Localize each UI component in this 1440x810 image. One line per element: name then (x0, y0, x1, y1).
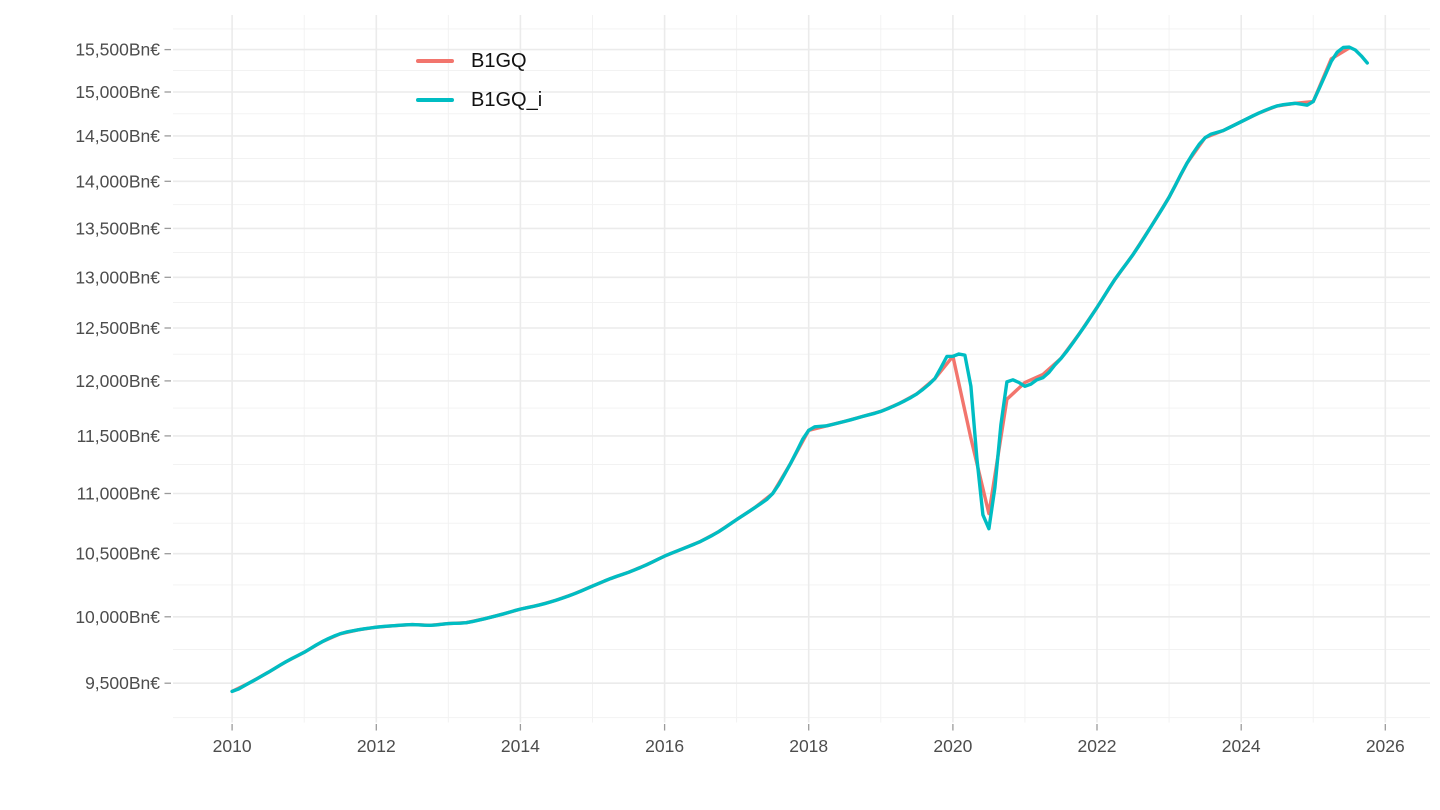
y-tick-label: 15,000Bn€ (75, 82, 160, 102)
x-axis-labels: 2010 2012 2014 2016 2018 2020 2022 2024 2026 (213, 736, 1405, 756)
minor-gridlines (173, 15, 1430, 723)
y-tick-label: 11,000Bn€ (77, 484, 161, 504)
y-tick-label: 13,500Bn€ (75, 218, 160, 238)
x-tick-label: 2026 (1366, 736, 1405, 756)
x-tick-label: 2022 (1078, 736, 1117, 756)
y-tick-label: 10,500Bn€ (75, 544, 160, 564)
legend-item-b1gq-i: B1GQ_i (416, 88, 542, 112)
y-tick-label: 9,500Bn€ (85, 673, 160, 693)
x-tick-label: 2016 (645, 736, 684, 756)
x-tick-label: 2014 (501, 736, 540, 756)
major-gridlines (173, 15, 1430, 723)
legend-key-line-b1gq-i (416, 98, 454, 102)
legend-label-b1gq: B1GQ (471, 50, 527, 72)
legend: B1GQ B1GQ_i (416, 49, 542, 127)
y-tick-label: 14,500Bn€ (75, 126, 160, 146)
y-tick-label: 10,000Bn€ (75, 607, 160, 627)
y-tick-label: 13,000Bn€ (75, 267, 160, 287)
x-tick-label: 2020 (933, 736, 972, 756)
y-tick-label: 11,500Bn€ (77, 426, 161, 446)
legend-label-b1gq-i: B1GQ_i (471, 89, 543, 111)
y-tick-label: 14,000Bn€ (75, 171, 160, 191)
x-tick-label: 2010 (213, 736, 252, 756)
y-tick-label: 15,500Bn€ (75, 40, 160, 60)
series-line-b1gq (230, 46, 1352, 694)
legend-item-b1gq: B1GQ (416, 49, 542, 73)
y-tick-label: 12,500Bn€ (75, 318, 160, 338)
x-tick-label: 2018 (789, 736, 828, 756)
x-tick-label: 2024 (1222, 736, 1261, 756)
legend-key-line-b1gq (416, 59, 454, 63)
x-tick-label: 2012 (357, 736, 396, 756)
axis-tick-marks (164, 48, 1386, 731)
series-line-b1gq-i (230, 45, 1370, 694)
y-tick-label: 12,000Bn€ (75, 371, 160, 391)
y-axis-labels: 9,500Bn€ 10,000Bn€ 10,500Bn€ 11,000Bn€ 11,50… (75, 40, 160, 694)
